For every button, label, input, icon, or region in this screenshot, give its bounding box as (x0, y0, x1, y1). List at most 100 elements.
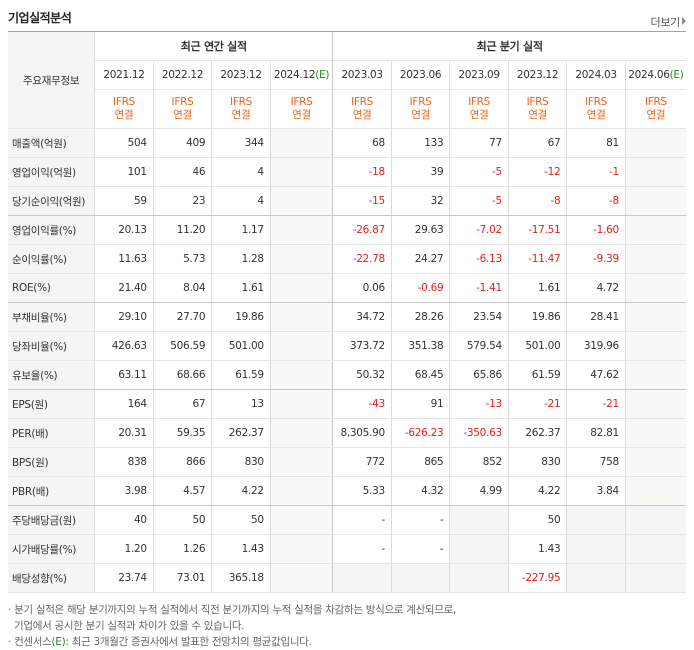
ifrs-sub-label: 연결 (292, 109, 311, 121)
table-row: 유보율(%) 63.11 68.66 61.59 50.32 68.45 65.86 61.5… (8, 360, 686, 390)
note-consensus-text: : 최근 3개월간 증권사에서 발표한 전망치의 평균값입니다. (65, 636, 312, 648)
data-cell: -26.87 (332, 215, 392, 245)
data-cell: 1.17 (211, 215, 271, 245)
data-cell (566, 505, 626, 535)
data-cell: 1.26 (153, 534, 213, 564)
data-cell: 1.61 (508, 273, 568, 303)
data-cell: 4.22 (508, 476, 568, 506)
data-cell (270, 447, 334, 477)
data-cell: 47.62 (566, 360, 626, 390)
chevron-right-icon (682, 17, 686, 25)
data-cell: -17.51 (508, 215, 568, 245)
row-label: 주당배당금(원) (8, 505, 96, 535)
data-cell: -8 (508, 186, 568, 216)
data-cell: 27.70 (153, 302, 213, 332)
table-row: 당좌비율(%) 426.63 506.59 501.00 373.72 351.38 579… (8, 331, 686, 361)
data-cell (625, 563, 686, 593)
data-cell (270, 186, 334, 216)
estimate-mark: (E) (669, 69, 684, 81)
data-cell: 4.32 (391, 476, 451, 506)
row-label: PBR(배) (8, 476, 96, 506)
data-cell (270, 476, 334, 506)
data-cell: 365.18 (211, 563, 271, 593)
data-cell: 59 (94, 186, 154, 216)
data-cell: 50.32 (332, 360, 392, 390)
ifrs-header: IFRS 연결 (449, 89, 509, 129)
quarter-header: 2023.09 (449, 60, 509, 90)
ifrs-header: IFRS 연결 (391, 89, 451, 129)
data-cell: -21 (566, 389, 626, 419)
data-cell (625, 215, 686, 245)
data-cell (270, 418, 334, 448)
data-cell: -22.78 (332, 244, 392, 274)
ifrs-header: IFRS 연결 (94, 89, 154, 129)
data-cell: 758 (566, 447, 626, 477)
year-label: 2021.12 (103, 69, 145, 81)
data-cell (270, 563, 334, 593)
data-cell: 81 (566, 128, 626, 158)
notes: · 분기 실적은 해당 분기까지의 누적 실적에서 직전 분기까지의 누적 실적… (8, 602, 456, 650)
data-cell: -0.69 (391, 273, 451, 303)
data-cell (625, 302, 686, 332)
row-label: 매출액(억원) (8, 128, 96, 158)
data-cell: -18 (332, 157, 392, 187)
data-cell (625, 418, 686, 448)
data-cell: 29.10 (94, 302, 154, 332)
table-row: PBR(배) 3.98 4.57 4.22 5.33 4.32 4.99 4.22 3.84 (8, 476, 686, 506)
table-row: 부채비율(%) 29.10 27.70 19.86 34.72 28.26 23.54 19.… (8, 302, 686, 332)
data-cell: 28.26 (391, 302, 451, 332)
data-cell: -43 (332, 389, 392, 419)
data-cell (625, 128, 686, 158)
ifrs-header: IFRS 연결 (508, 89, 568, 129)
data-cell: 19.86 (508, 302, 568, 332)
ifrs-sub-label: 연결 (114, 109, 134, 121)
table-row: 시가배당률(%) 1.20 1.26 1.43- -1.43 (8, 534, 686, 564)
data-cell: -5 (449, 186, 509, 216)
more-link[interactable]: 더보기 (651, 14, 686, 30)
data-cell: -1.60 (566, 215, 626, 245)
ifrs-sub-label: 연결 (469, 109, 489, 121)
data-cell (270, 360, 334, 390)
data-cell: - (332, 505, 392, 535)
table-row: 영업이익률(%) 20.13 11.20 1.17 -26.87 29.63 -7.02 -1… (8, 215, 686, 245)
ifrs-label: IFRS (585, 96, 608, 108)
row-label: 유보율(%) (8, 360, 96, 390)
row-label: 순이익률(%) (8, 244, 96, 274)
data-cell (270, 302, 334, 332)
table-row: 배당성향(%) 23.74 73.01 365.18 -227.95 (8, 563, 686, 593)
financial-table: 주요재무정보 최근 연간 실적 최근 분기 실적 2021.12 2022.12 2023… (8, 32, 686, 593)
data-cell: -13 (449, 389, 509, 419)
data-cell: 501.00 (508, 331, 568, 361)
quarter-header: 2023.03 (332, 60, 392, 90)
data-cell: 351.38 (391, 331, 451, 361)
row-label: 영업이익(억원) (8, 157, 96, 187)
data-cell: - (332, 534, 392, 564)
data-cell: - (391, 534, 451, 564)
note-consensus-label: · 컨센서스 (8, 636, 52, 648)
data-cell: 68.45 (391, 360, 451, 390)
data-cell: 8.04 (153, 273, 213, 303)
quarter-label: 2023.03 (341, 69, 383, 81)
data-cell: -8 (566, 186, 626, 216)
data-cell: 830 (508, 447, 568, 477)
data-cell: 28.41 (566, 302, 626, 332)
data-cell: 59.35 (153, 418, 213, 448)
table-row: 매출액(억원) 504 409 344 68 133 77 67 81 (8, 128, 686, 158)
row-label: 부채비율(%) (8, 302, 96, 332)
data-cell: 373.72 (332, 331, 392, 361)
data-cell: 866 (153, 447, 213, 477)
data-cell: 21.40 (94, 273, 154, 303)
ifrs-label: IFRS (468, 96, 491, 108)
row-label: 배당성향(%) (8, 563, 96, 593)
note-line-3: · 컨센서스(E): 최근 3개월간 증권사에서 발표한 전망치의 평균값입니다… (8, 634, 456, 650)
ifrs-label: IFRS (171, 96, 194, 108)
data-cell (270, 534, 334, 564)
data-cell: 32 (391, 186, 451, 216)
row-label: EPS(원) (8, 389, 96, 419)
data-cell: 23.54 (449, 302, 509, 332)
data-cell: 4 (211, 186, 271, 216)
data-cell: 1.43 (508, 534, 568, 564)
data-cell (270, 244, 334, 274)
row-label: 영업이익률(%) (8, 215, 96, 245)
data-cell: - (391, 505, 451, 535)
